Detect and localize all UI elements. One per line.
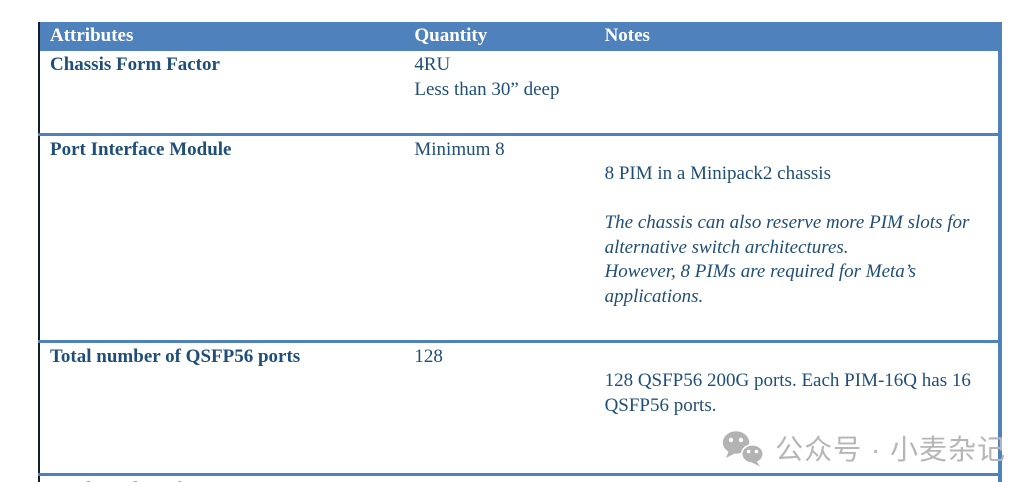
notes-cell: All the QSFP56 ports are backward compat… [594, 473, 1000, 482]
quantity-cell: 128 [404, 473, 595, 482]
header-notes: Notes [594, 22, 1000, 51]
notes-text: 8 PIM in a Minipack2 chassis [604, 163, 831, 184]
watermark: 公众号 · 小麦杂记 [721, 428, 1006, 468]
header-attributes: Attributes [39, 22, 405, 51]
notes-italic-text: The chassis can also reserve more PIM sl… [604, 212, 970, 307]
attribute-cell: Total number of QSFP56 ports [39, 339, 405, 475]
attribute-cell: Port Interface Module [39, 132, 405, 341]
notes-cell: 8 PIM in a Minipack2 chassis The chassis… [594, 132, 1000, 341]
quantity-cell: Minimum 8 [404, 132, 595, 341]
table-row: Chassis Form Factor 4RU Less than 30” de… [39, 51, 1000, 134]
quantity-cell: 4RU Less than 30” deep [414, 54, 560, 100]
quantity-cell: 128 [404, 339, 595, 475]
table-header-row: Attributes Quantity Notes [39, 22, 1000, 51]
notes-cell: 128 QSFP56 200G ports. Each PIM-16Q has … [594, 339, 1000, 475]
attribute-cell: Total number of QSFP28 ports [39, 473, 405, 482]
watermark-text: 公众号 · 小麦杂记 [775, 434, 1006, 465]
table-row: Port Interface Module Minimum 8 8 PIM in… [39, 132, 1000, 341]
attribute-cell: Chassis Form Factor [50, 54, 220, 75]
header-quantity: Quantity [404, 22, 595, 51]
table-row: Total number of QSFP56 ports 128 128 QSF… [39, 339, 1000, 475]
table-row: Total number of QSFP28 ports 128 All the… [39, 473, 1000, 482]
wechat-icon [721, 430, 765, 467]
notes-text: 128 QSFP56 200G ports. Each PIM-16Q has … [604, 370, 971, 416]
spec-table: Attributes Quantity Notes Chassis Form F… [38, 22, 1002, 482]
notes-cell [595, 51, 1000, 134]
